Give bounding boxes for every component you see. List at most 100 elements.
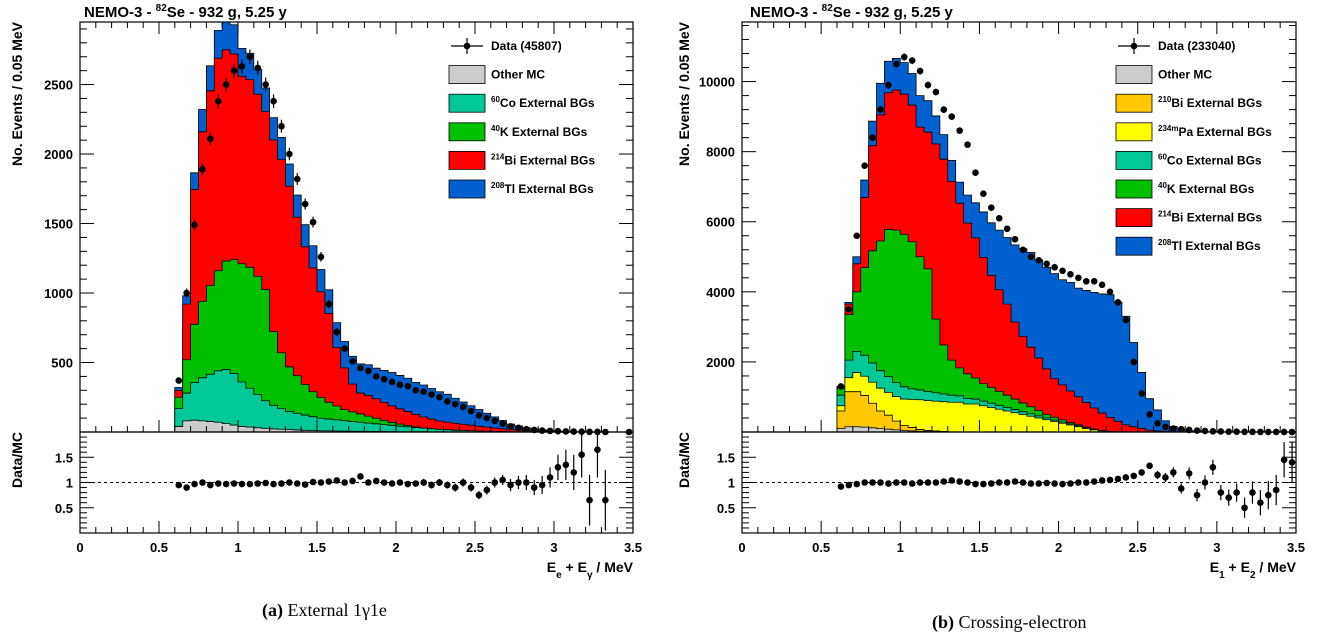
legend-label-40k-external-bgs: 40K External BGs [491, 124, 588, 139]
legend-label-60co-external-bgs: 60Co External BGs [491, 95, 595, 110]
stack-a [174, 22, 633, 432]
data-point [1138, 390, 1145, 397]
data-point [365, 367, 372, 375]
ratio-point [1106, 476, 1114, 484]
data-point [436, 393, 443, 401]
ratio-point [1170, 469, 1177, 476]
ratio-point [515, 479, 522, 486]
ratio-point [365, 479, 372, 486]
data-point [262, 81, 269, 88]
data-point [1043, 260, 1050, 268]
data-point [1280, 428, 1288, 436]
xtick-label-b: 3.5 [1287, 540, 1305, 555]
stack-a-other-mc [174, 419, 633, 432]
legend-data-label: Data (233040) [1158, 39, 1235, 53]
ratio-point [1201, 479, 1209, 486]
ratio-point [869, 479, 876, 486]
ratio-point [900, 479, 908, 486]
data-point [372, 373, 380, 380]
data-point [948, 113, 956, 120]
ratio-point [309, 478, 317, 486]
ratio-ytick-label-a: 0.5 [55, 501, 73, 516]
data-point [183, 289, 190, 297]
ratio-point [1122, 474, 1130, 481]
ratio-point [1185, 470, 1193, 477]
ratio-point [1193, 491, 1201, 499]
data-point [908, 57, 916, 64]
ratio-point [412, 480, 420, 487]
ratio-point [357, 473, 364, 480]
ratio-point [1082, 479, 1090, 486]
stack-b-234mpa-external-bgs [836, 372, 1296, 432]
data-point [1249, 428, 1256, 436]
caption-a: (a) External 1γ1e [262, 600, 387, 621]
data-point [924, 81, 932, 89]
ratio-point [1146, 462, 1153, 470]
ratio-point [1051, 480, 1058, 487]
data-point [491, 417, 499, 425]
data-point [980, 190, 987, 198]
ratio-point [988, 480, 995, 487]
ratio-point [1209, 464, 1217, 471]
ratio-point [246, 480, 254, 488]
legend-data-marker [1130, 42, 1138, 50]
y-axis-label-a: No. Events / 0.05 MeV [9, 21, 25, 166]
legend-swatch-234mpa-external-bgs [1115, 122, 1153, 142]
data-point [1106, 288, 1114, 296]
data-point [1225, 428, 1233, 435]
data-point [1265, 428, 1272, 436]
ratio-point [491, 479, 499, 486]
stack-b-40k-external-bgs [836, 229, 1296, 432]
data-point [404, 382, 412, 390]
ratio-point [1225, 494, 1233, 501]
ratio-point [341, 479, 348, 486]
data-point [1170, 425, 1177, 432]
data-point [1241, 428, 1248, 436]
ratio-point [845, 481, 853, 489]
ratio-point [538, 481, 546, 489]
ratio-point [1019, 479, 1027, 486]
ytick-label-a: 500 [51, 356, 73, 371]
ratio-point [507, 481, 514, 489]
ratio-point [1011, 478, 1019, 485]
chart-a: 0 0.5 1 1.5 2 2.5 3 3.5 500 1000 1500 2000 2500 0.5 1 1… [9, 3, 642, 581]
ratio-point [396, 479, 404, 486]
data-points-b [837, 53, 1296, 436]
chart-b: 0 0.5 1 1.5 2 2.5 3 3.5 2000 4000 6000 8000 10000 0.5… [676, 3, 1305, 581]
xtick-label-a: 0 [76, 540, 83, 555]
ratio-point [191, 480, 198, 488]
data-point [349, 357, 356, 365]
legend-swatch-208tl-external-bgs [448, 179, 486, 199]
ytick-label-a: 2500 [44, 78, 73, 93]
xtick-label-b: 1 [897, 540, 904, 555]
xtick-label-a: 1.5 [308, 540, 326, 555]
ratio-point [349, 477, 356, 485]
stack-b-210bi-external-bgs [836, 391, 1296, 432]
data-point [538, 427, 546, 434]
legend-swatch-40k-external-bgs [1115, 179, 1153, 199]
data-point [1082, 278, 1090, 285]
data-point [388, 378, 396, 386]
ratio-point [578, 451, 585, 459]
stack-b [836, 58, 1296, 432]
xtick-label-a: 0.5 [150, 540, 168, 555]
xtick-label-a: 3 [550, 540, 557, 555]
data-point [1288, 428, 1296, 436]
ratio-point [1114, 475, 1122, 483]
ratio-point [293, 480, 301, 487]
ratio-point [238, 480, 246, 488]
legend-label-214bi-external-bgs: 214Bi External BGs [491, 152, 595, 167]
data-point [515, 424, 522, 432]
x-axis-label-a: Ee + Eγ / MeV [547, 559, 634, 581]
ratio-point [594, 446, 601, 453]
ratio-point [404, 480, 412, 488]
caption-b-text: Crossing-electron [958, 612, 1087, 632]
data-point [1019, 246, 1027, 254]
data-point [214, 97, 222, 105]
data-point [499, 420, 506, 427]
data-point [191, 221, 198, 229]
ratio-point [1035, 480, 1043, 487]
legend-swatch-214bi-external-bgs [448, 150, 486, 170]
data-point [1193, 427, 1201, 434]
legend-label-60co-external-bgs: 60Co External BGs [1158, 152, 1262, 167]
